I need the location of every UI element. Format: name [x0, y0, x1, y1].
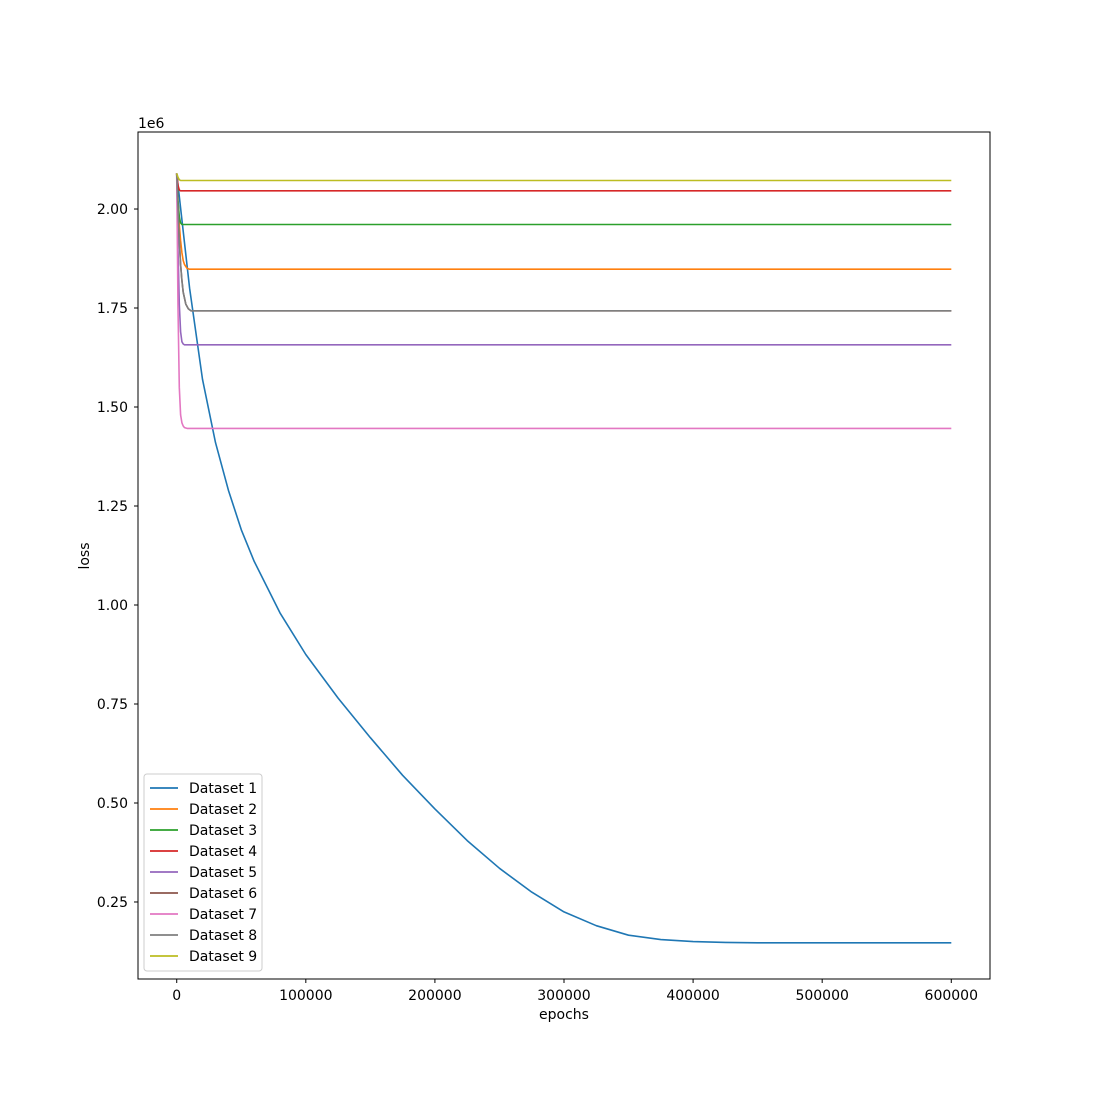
y-tick-label: 1.75: [97, 301, 128, 317]
series-line-dataset-8: [175, 173, 952, 312]
series-line-dataset-7: [175, 173, 952, 430]
y-offset-label: 1e6: [138, 116, 165, 132]
legend-label-dataset-7: Dataset 7: [189, 907, 257, 923]
y-tick-label: 0.75: [97, 697, 128, 713]
legend-label-dataset-2: Dataset 2: [189, 802, 257, 818]
y-axis: 0.25 0.50 0.75 1.00 1.25 1.50 1.75 2.00: [97, 202, 138, 911]
series-line-dataset-1: [175, 173, 952, 944]
legend-label-dataset-8: Dataset 8: [189, 928, 257, 944]
y-tick-label: 1.25: [97, 499, 128, 515]
y-tick-label: 1.00: [97, 598, 128, 614]
legend-box: [143, 773, 263, 972]
plot-lines: [175, 173, 952, 944]
series-line-dataset-9: [175, 173, 952, 182]
x-tick-label: 200000: [408, 988, 461, 1004]
y-axis-label: loss: [77, 542, 93, 569]
legend-label-dataset-3: Dataset 3: [189, 823, 257, 839]
legend-label-dataset-5: Dataset 5: [189, 865, 257, 881]
legend-label-dataset-4: Dataset 4: [189, 844, 257, 860]
legend-label-dataset-9: Dataset 9: [189, 949, 257, 965]
legend-label-dataset-6: Dataset 6: [189, 886, 257, 902]
y-tick-label: 1.50: [97, 400, 128, 416]
y-tick-label: 0.50: [97, 796, 128, 812]
x-tick-label: 300000: [537, 988, 590, 1004]
x-axis: 0 100000 200000 300000 400000 500000 600000: [172, 979, 978, 1004]
y-tick-label: 0.25: [97, 895, 128, 911]
x-tick-label: 600000: [925, 988, 978, 1004]
legend-label-dataset-1: Dataset 1: [189, 781, 257, 797]
y-tick-label: 2.00: [97, 202, 128, 218]
x-tick-label: 400000: [666, 988, 719, 1004]
legend: Dataset 1 Dataset 2 Dataset 3 Dataset 4 Data…: [143, 773, 263, 972]
x-tick-label: 100000: [279, 988, 332, 1004]
x-tick-label: 500000: [795, 988, 848, 1004]
x-axis-label: epochs: [539, 1007, 589, 1023]
x-tick-label: 0: [172, 988, 181, 1004]
